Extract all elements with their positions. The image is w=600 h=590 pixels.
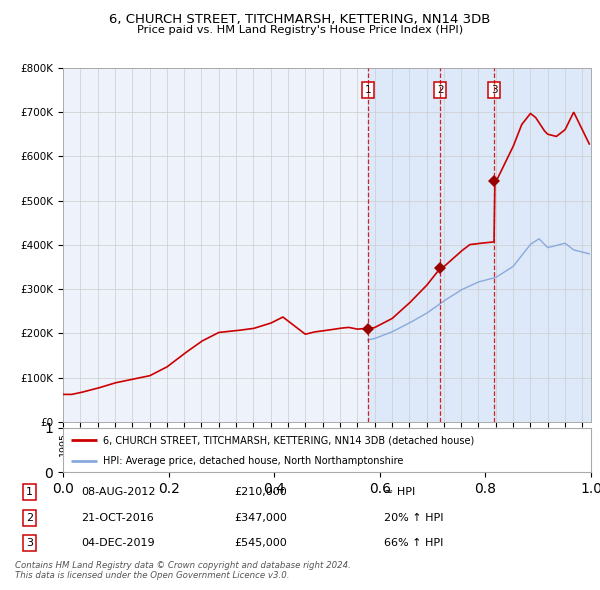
Text: This data is licensed under the Open Government Licence v3.0.: This data is licensed under the Open Gov… bbox=[15, 571, 290, 580]
Text: 08-AUG-2012: 08-AUG-2012 bbox=[81, 487, 156, 497]
Text: 2: 2 bbox=[26, 513, 33, 523]
Text: 6, CHURCH STREET, TITCHMARSH, KETTERING, NN14 3DB (detached house): 6, CHURCH STREET, TITCHMARSH, KETTERING,… bbox=[103, 435, 474, 445]
Text: 3: 3 bbox=[26, 538, 33, 548]
Text: £545,000: £545,000 bbox=[234, 538, 287, 548]
Text: 1: 1 bbox=[26, 487, 33, 497]
Text: 21-OCT-2016: 21-OCT-2016 bbox=[81, 513, 154, 523]
Text: 1: 1 bbox=[364, 85, 371, 95]
Text: 66% ↑ HPI: 66% ↑ HPI bbox=[383, 538, 443, 548]
Bar bbox=[368, 68, 600, 422]
Text: £210,000: £210,000 bbox=[234, 487, 287, 497]
Text: Contains HM Land Registry data © Crown copyright and database right 2024.: Contains HM Land Registry data © Crown c… bbox=[15, 560, 351, 569]
Text: 2: 2 bbox=[437, 85, 444, 95]
Text: Price paid vs. HM Land Registry's House Price Index (HPI): Price paid vs. HM Land Registry's House … bbox=[137, 25, 463, 35]
Text: 6, CHURCH STREET, TITCHMARSH, KETTERING, NN14 3DB: 6, CHURCH STREET, TITCHMARSH, KETTERING,… bbox=[109, 13, 491, 26]
Text: 20% ↑ HPI: 20% ↑ HPI bbox=[383, 513, 443, 523]
Text: 04-DEC-2019: 04-DEC-2019 bbox=[81, 538, 155, 548]
Text: ≈ HPI: ≈ HPI bbox=[383, 487, 415, 497]
Text: £347,000: £347,000 bbox=[234, 513, 287, 523]
Text: 3: 3 bbox=[491, 85, 497, 95]
Text: HPI: Average price, detached house, North Northamptonshire: HPI: Average price, detached house, Nort… bbox=[103, 456, 403, 466]
